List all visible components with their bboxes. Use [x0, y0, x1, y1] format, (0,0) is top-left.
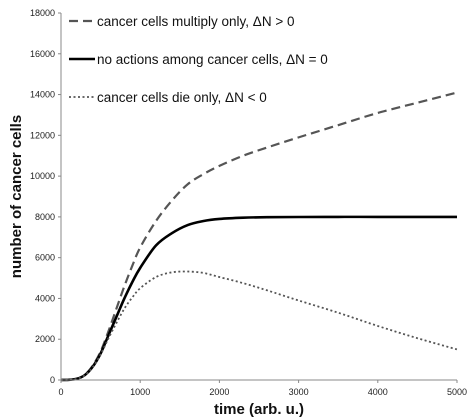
x-tick-label: 0 — [58, 387, 63, 397]
y-tick-label: 10000 — [30, 171, 55, 181]
y-tick-label: 18000 — [30, 8, 55, 18]
x-axis-title: time (arb. u.) — [214, 401, 304, 418]
y-tick-label: 16000 — [30, 49, 55, 59]
series-line-solid — [60, 215, 457, 382]
x-tick-label: 1000 — [130, 387, 150, 397]
y-axis-title: number of cancer cells — [8, 115, 25, 278]
y-tick-label: 6000 — [35, 253, 55, 263]
axes — [60, 13, 457, 381]
x-tick-label: 5000 — [447, 387, 467, 397]
series-line-dashed — [60, 91, 458, 382]
plot-area — [60, 91, 458, 382]
series-line-dotted — [60, 270, 458, 381]
x-tick-label: 4000 — [368, 387, 388, 397]
y-tick-label: 4000 — [35, 293, 55, 303]
y-tick-label: 12000 — [30, 130, 55, 140]
x-tick-labels: 0 1000 2000 3000 4000 5000 — [58, 380, 467, 397]
legend: cancer cells multiply only, ΔN > 0 no act… — [69, 14, 328, 105]
legend-label: cancer cells multiply only, ΔN > 0 — [97, 14, 294, 29]
legend-label: cancer cells die only, ΔN < 0 — [97, 90, 267, 105]
y-tick-label: 8000 — [35, 212, 55, 222]
y-tick-label: 0 — [50, 375, 55, 385]
legend-label: no actions among cancer cells, ΔN = 0 — [97, 52, 328, 67]
x-tick-label: 2000 — [209, 387, 229, 397]
y-tick-label: 2000 — [35, 334, 55, 344]
y-tick-labels: 0 2000 4000 6000 8000 10000 12000 14000 16000 180… — [30, 8, 61, 385]
x-tick-label: 3000 — [289, 387, 309, 397]
y-tick-label: 14000 — [30, 90, 55, 100]
